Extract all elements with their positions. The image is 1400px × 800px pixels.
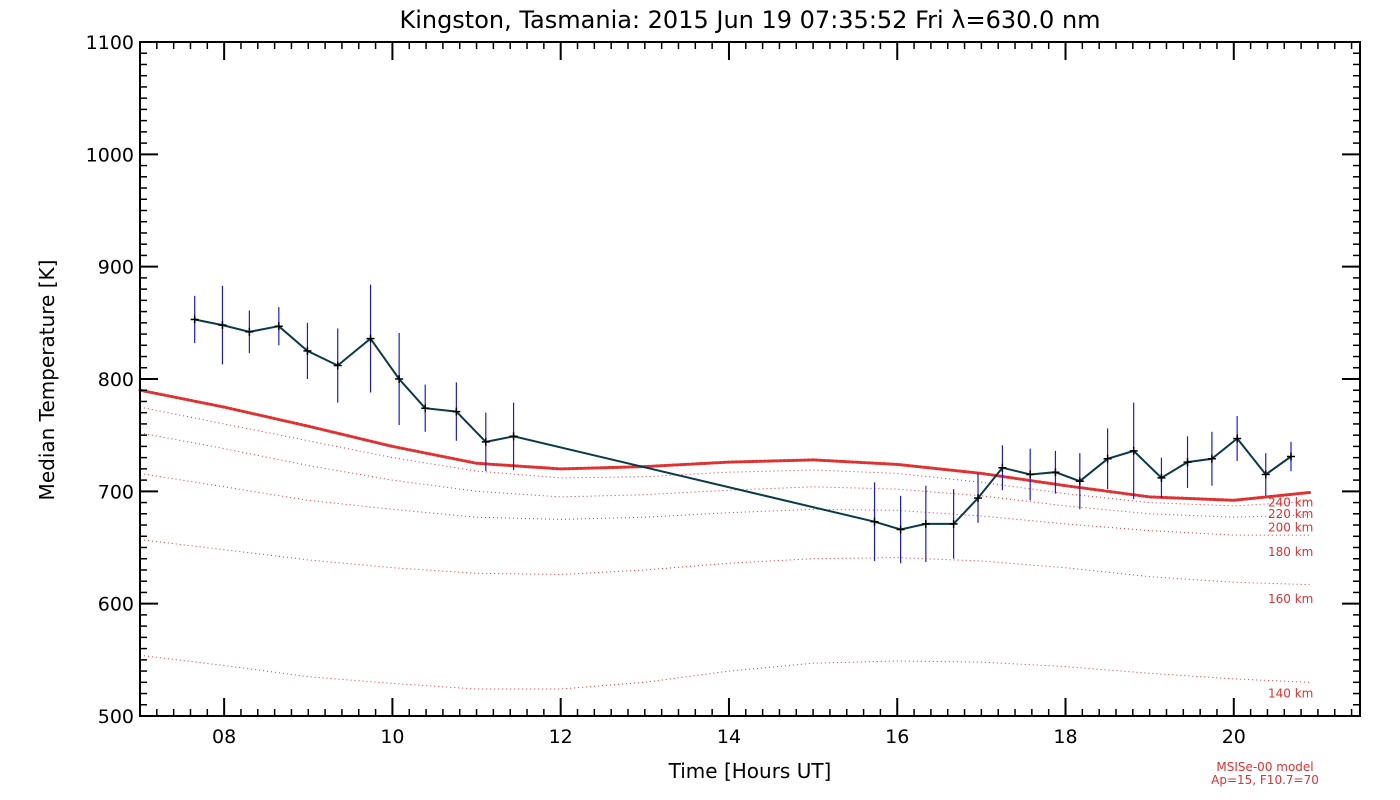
x-tick-label: 10 — [380, 726, 404, 748]
model-curve-160-km — [139, 539, 1310, 586]
data-point — [1075, 477, 1084, 486]
data-point — [366, 334, 375, 343]
model-curves — [138, 388, 1311, 690]
x-tick-label: 18 — [1053, 726, 1077, 748]
y-tick-label: 600 — [98, 594, 134, 616]
model-note-line-2: Ap=15, F10.7=70 — [1211, 773, 1319, 787]
data-point — [1183, 458, 1192, 467]
data-point — [190, 315, 199, 324]
measurement-line — [194, 318, 1292, 531]
data-point — [274, 322, 283, 331]
altitude-label: 160 km — [1268, 592, 1313, 606]
model-curve-180-km — [139, 472, 1310, 536]
data-point — [395, 375, 404, 383]
y-tick-label: 900 — [98, 257, 134, 279]
x-tick-label: 08 — [212, 726, 236, 748]
measurement-series — [190, 284, 1296, 564]
altitude-label: 240 km — [1268, 496, 1313, 510]
x-tick-label: 12 — [549, 726, 573, 748]
y-tick-label: 500 — [98, 706, 134, 728]
data-point — [481, 437, 490, 446]
x-tick-label: 16 — [885, 726, 909, 748]
data-point — [218, 321, 227, 330]
data-point — [1233, 434, 1242, 443]
altitude-label: 180 km — [1268, 545, 1313, 559]
data-point — [333, 361, 342, 370]
plot-frame — [139, 41, 1361, 717]
data-point — [974, 494, 983, 503]
axis-ticks — [139, 41, 1360, 717]
y-tick-label: 800 — [98, 369, 134, 391]
data-point — [949, 519, 958, 528]
model-curve-240-km — [138, 388, 1311, 502]
x-axis-label: Time [Hours UT] — [668, 759, 832, 783]
altitude-label: 200 km — [1268, 520, 1313, 534]
altitude-label: 220 km — [1268, 507, 1313, 521]
data-point — [1157, 473, 1166, 482]
data-point — [1287, 452, 1296, 461]
y-tick-label: 1000 — [86, 144, 134, 166]
altitude-label: 140 km — [1268, 687, 1313, 701]
data-point — [1051, 468, 1060, 477]
model-curve-200-km — [139, 432, 1310, 518]
data-point — [921, 519, 930, 528]
y-tick-label: 1100 — [86, 32, 134, 54]
model-curve-140-km — [139, 654, 1310, 690]
data-point — [998, 463, 1007, 472]
data-point — [421, 404, 430, 413]
data-point — [870, 517, 879, 526]
data-point — [245, 327, 254, 336]
tick-labels: 08 10 12 14 16 18 20 500 600 700 800 900 1000 1100 — [86, 32, 1246, 748]
data-point — [1207, 454, 1216, 463]
data-point — [1026, 470, 1035, 479]
data-point — [896, 525, 905, 534]
model-curve-220-km — [139, 406, 1310, 507]
data-point — [1261, 470, 1270, 479]
model-note-line-1: MSISe-00 model — [1216, 760, 1313, 774]
chart-title: Kingston, Tasmania: 2015 Jun 19 07:35:52… — [399, 6, 1100, 34]
y-axis-label: Median Temperature [K] — [35, 260, 59, 501]
data-point — [303, 346, 312, 355]
data-point — [1103, 454, 1112, 463]
data-point — [509, 432, 518, 441]
y-tick-label: 700 — [98, 481, 134, 503]
data-point — [1129, 446, 1138, 455]
x-tick-label: 20 — [1222, 726, 1246, 748]
plot-border — [139, 41, 1361, 717]
data-point — [452, 407, 461, 416]
x-tick-label: 14 — [717, 726, 741, 748]
